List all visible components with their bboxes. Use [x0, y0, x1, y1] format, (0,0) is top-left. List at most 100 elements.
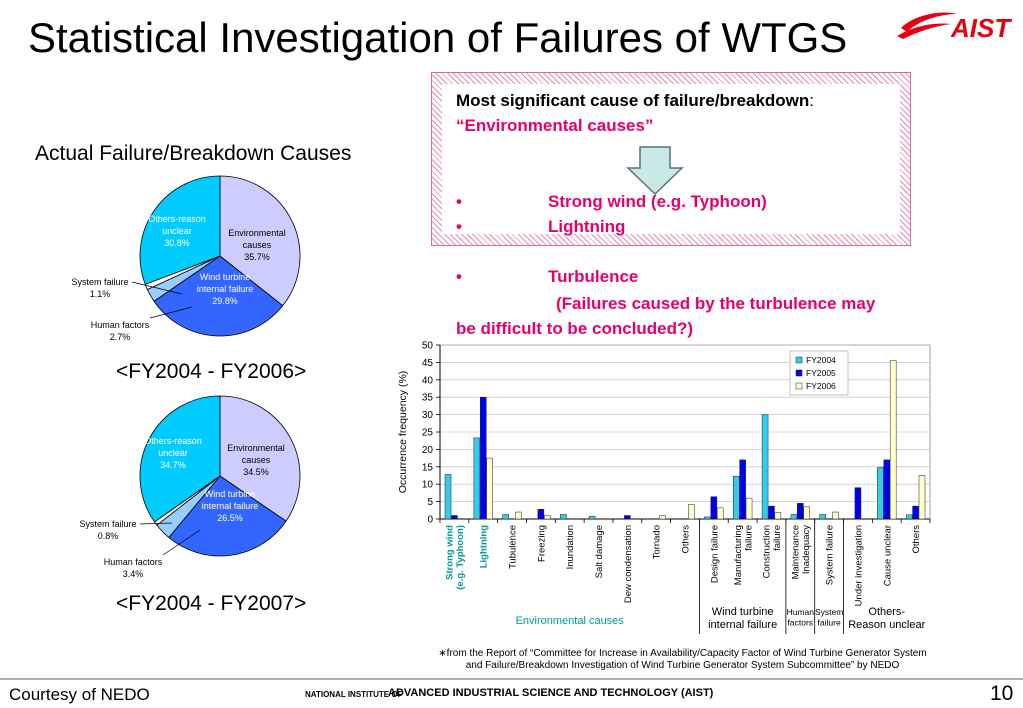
y-tick-label: 0 [427, 515, 433, 526]
bar-FY2004-0 [444, 474, 452, 520]
pie1-slice-environmental-causes [219, 175, 301, 307]
legend-swatch-FY2004 [795, 356, 803, 364]
bar-FY2005-1 [479, 396, 487, 520]
y-tick-label: 45 [422, 358, 434, 369]
callout-headline-sub: “Environmental causes” [456, 116, 654, 135]
down-arrow-icon [626, 146, 684, 196]
bullet-3: • [456, 267, 462, 286]
bar-legend: FY2004 FY2005 FY2006 [789, 350, 849, 396]
bar-FY2004-15 [877, 467, 884, 520]
callout-headline: Most significant cause of failure/breakd… [456, 91, 814, 111]
bar-FY2006-8 [688, 504, 695, 520]
pie1-label-system-failure: System failure 1.1% [71, 277, 128, 299]
bar-FY2004-16 [905, 514, 913, 520]
y-tick-label: 50 [422, 341, 434, 352]
pie1-label-human-factors: Human factors 2.7% [91, 320, 150, 342]
x-category-label-11: Constructionfailure [762, 525, 784, 578]
y-tick-label: 30 [422, 410, 434, 421]
pie1-label-environmental-causes: Environmental causes 35.7% [228, 228, 286, 262]
x-category-label-13: System failure [825, 525, 836, 585]
y-tick-label: 10 [422, 480, 434, 491]
pie-chart-fy2004-2006: Environmental causes 35.7% Wind turbine inte… [71, 175, 301, 342]
bar-FY2004-9 [704, 516, 711, 520]
bar-FY2006-2 [515, 511, 522, 520]
x-category-label-15: Cause unclear [882, 525, 893, 586]
y-tick-label: 15 [422, 462, 434, 473]
x-category-label-0: Strong wind(e.g. Typhoon) [445, 525, 467, 590]
legend-label-FY2004: FY2004 [806, 355, 836, 365]
group-label-3: System failure [815, 607, 843, 628]
x-category-label-12: MaintenanceInadequacy [791, 525, 813, 580]
y-tick-label: 5 [427, 497, 433, 508]
institute-prefix: NATIONAL INSTITUTE OF [305, 690, 403, 699]
headline-colon: : [809, 91, 815, 110]
footnote-line1: ∗from the Report of “Committee for Incre… [438, 648, 927, 659]
pie2-caption: <FY2004 - FY2007> [116, 592, 307, 615]
footnote-line2: and Failure/Breakdown Investigation of W… [465, 660, 900, 671]
bar-FY2006-13 [832, 511, 839, 520]
cause-turbulence: Turbulence [548, 267, 639, 286]
bar-FY2005-14 [854, 487, 862, 520]
page-number: 10 [990, 682, 1014, 705]
pie2-label-wind-turbine-internal-failure: Wind turbine internal failure 26.5% [202, 489, 259, 523]
pie1-label-wind-turbine-internal-failure: Wind turbine internal failure 29.8% [197, 272, 254, 306]
y-tick-label: 20 [422, 445, 434, 456]
logo-text: AIST [950, 13, 1012, 42]
bar-FY2004-1 [473, 437, 481, 520]
bar-FY2005-9 [710, 496, 718, 520]
bar-FY2004-2 [502, 514, 509, 520]
x-category-label-8: Others [681, 525, 692, 554]
bar-FY2005-16 [912, 505, 919, 520]
legend-swatch-FY2005 [795, 369, 803, 377]
bar-FY2004-11 [761, 414, 769, 520]
x-category-label-4: Inundation [565, 525, 576, 569]
pie1-slice-others-reason-unclear [139, 175, 221, 285]
pie2-leader-human-factors [162, 529, 201, 556]
bullet-2: • [456, 217, 462, 236]
bullet-1: • [456, 192, 462, 211]
x-category-label-6: Dew condensation [623, 525, 634, 603]
courtesy-text: Courtesy of NEDO [9, 685, 150, 704]
slide-title: Statistical Investigation of Failures of… [28, 14, 848, 61]
group-label-0: Environmental causes [516, 615, 625, 627]
bar-FY2005-0 [451, 515, 458, 520]
pie1-caption: <FY2004 - FY2006> [116, 360, 307, 383]
group-label-1: Wind turbine internal failure [708, 606, 777, 631]
bar-FY2006-7 [659, 515, 666, 520]
bar-FY2006-1 [486, 457, 493, 520]
bar-FY2005-3 [537, 509, 545, 520]
bar-FY2006-11 [774, 512, 782, 520]
group-label-2: Human factors [787, 607, 815, 628]
legend-label-FY2006: FY2006 [806, 381, 836, 391]
x-category-label-3: Freezing [536, 525, 547, 562]
pie-charts: Environmental causes 35.7% Wind turbine inte… [71, 175, 301, 579]
y-tick-label: 25 [422, 428, 434, 439]
bar-FY2006-15 [889, 360, 897, 520]
bar-FY2004-13 [819, 514, 826, 520]
pie2-slice-environmental-causes [219, 395, 301, 522]
bar-FY2005-10 [739, 459, 746, 520]
pie-chart-fy2004-2007: Environmental causes 34.5% Wind turbine inte… [79, 395, 301, 579]
x-category-label-7: Tornado [652, 525, 663, 559]
pie2-leader-system-failure [139, 522, 173, 525]
cause-strong-wind: Strong wind (e.g. Typhoon) [548, 192, 767, 211]
turbulence-note-line2: be difficult to be concluded?) [456, 319, 694, 338]
aist-swoosh-icon [897, 12, 957, 39]
footer-divider [0, 678, 1023, 680]
x-category-label-9: Design failure [709, 525, 720, 583]
y-axis-label: Occurrence frequency (%) [397, 371, 409, 494]
bar-FY2006-3 [544, 515, 551, 520]
aist-logo: AIST [897, 12, 1012, 42]
pie2-label-system-failure: System failure 0.8% [79, 519, 136, 541]
pie2-label-human-factors: Human factors 3.4% [104, 557, 163, 579]
legend-swatch-FY2006 [795, 382, 803, 390]
x-category-label-2: Tubulence [508, 525, 519, 569]
cause-lightning: Lightning [548, 217, 626, 236]
bar-FY2004-10 [732, 475, 740, 520]
pie2-label-environmental-causes: Environmental causes 34.5% [227, 443, 285, 477]
footnote: ∗from the Report of “Committee for Incre… [420, 648, 945, 672]
bar-FY2005-12 [797, 503, 804, 520]
group-label-4: Others-Reason unclear [848, 606, 925, 631]
bar-FY2005-6 [624, 515, 631, 520]
callout-box [431, 72, 911, 246]
